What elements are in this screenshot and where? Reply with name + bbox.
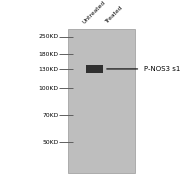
Bar: [86, 65, 103, 73]
Text: 130KD: 130KD: [39, 67, 58, 72]
Text: 70KD: 70KD: [42, 113, 58, 118]
Text: 250KD: 250KD: [38, 34, 58, 39]
Text: Untreated: Untreated: [82, 0, 107, 24]
Bar: [68, 29, 135, 173]
Text: 100KD: 100KD: [39, 86, 58, 91]
Text: 50KD: 50KD: [42, 140, 58, 145]
Text: 180KD: 180KD: [39, 51, 58, 57]
Text: Treated: Treated: [104, 5, 124, 24]
Text: P-NOS3 s1177: P-NOS3 s1177: [144, 66, 180, 72]
